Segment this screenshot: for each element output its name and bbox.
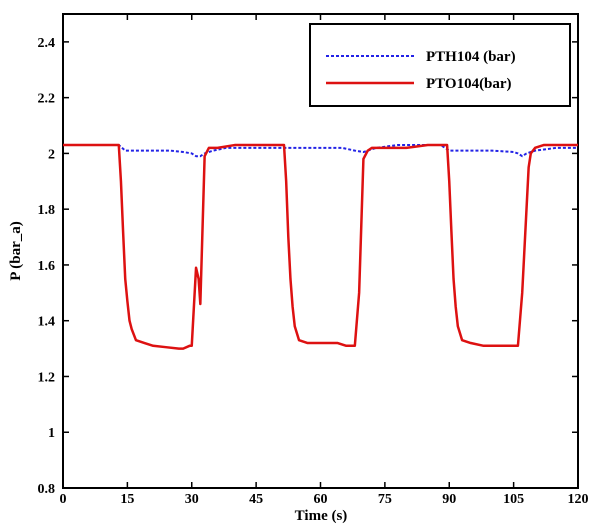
y-tick-label: 1.4 [38,315,56,330]
x-tick-label: 90 [442,492,456,507]
x-tick-labels: 0 15 30 45 60 75 90 105 120 [60,492,589,507]
series-line-pto104-bar [63,143,578,350]
legend-box [309,23,571,107]
y-tick-label: 1.2 [38,370,56,385]
x-axis-title: Time (s) [295,508,348,524]
x-tick-label: 30 [185,492,199,507]
series-lines [63,143,578,350]
x-tick-label: 120 [568,492,589,507]
y-tick-label: 2.2 [38,92,56,107]
y-tick-label: 0.8 [38,482,56,497]
x-tick-label: 105 [503,492,524,507]
x-tick-label: 60 [314,492,328,507]
y-tick-labels: 0.8 1 1.2 1.4 1.6 1.8 2 2.2 2.4 [38,36,56,497]
x-tick-label: 15 [120,492,134,507]
y-tick-label: 2.4 [38,36,56,51]
x-tick-label: 0 [60,492,67,507]
legend-label-pto104: PTO104(bar) [426,76,512,92]
y-tick-label: 1.8 [38,203,56,218]
tick-marks [62,14,579,489]
legend: PTH104 (bar) PTO104(bar) [309,23,571,107]
y-tick-label: 1 [48,426,55,441]
x-tick-label: 45 [249,492,263,507]
y-tick-label: 1.6 [38,259,56,274]
y-tick-label: 2 [48,147,55,162]
x-tick-label: 75 [378,492,392,507]
y-axis-title: P (bar_a) [8,221,24,281]
series-line-pth104-bar [63,144,578,158]
legend-label-pth104: PTH104 (bar) [426,49,516,65]
